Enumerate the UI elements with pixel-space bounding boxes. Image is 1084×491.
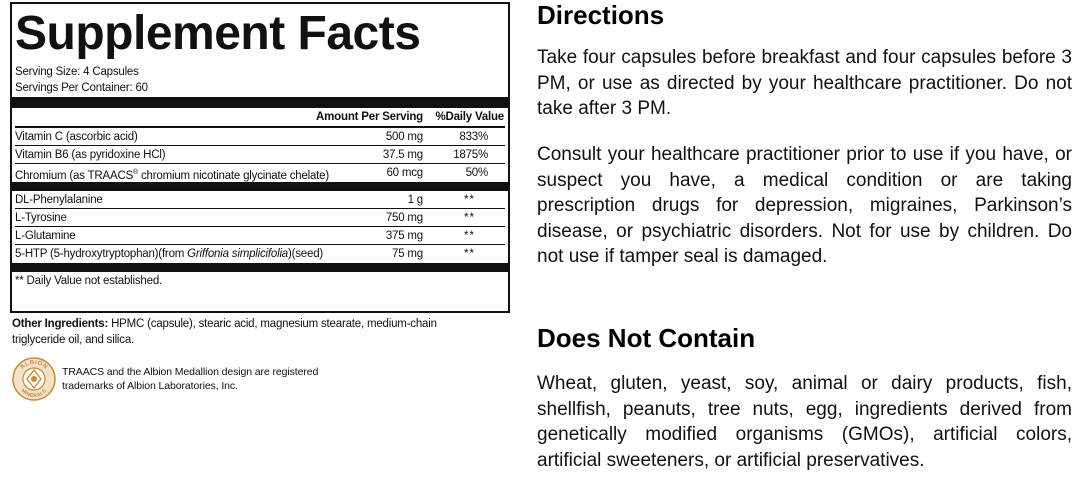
directions-text: Take four capsules before breakfast and …: [537, 47, 1072, 119]
nutrient-name: 5-HTP (5-hydroxytryptophan)(from Griffon…: [15, 248, 324, 260]
col-dv-header: %Daily Value: [435, 111, 504, 123]
nutrient-amount: 37.5 mg: [382, 149, 423, 161]
other-ingredients: Other Ingredients: HPMC (capsule), stear…: [12, 316, 482, 348]
table-row: Vitamin B6 (as pyridoxine HCl) 37.5 mg 1…: [15, 146, 505, 164]
column-header-row: Amount Per Serving %Daily Value: [15, 108, 505, 128]
table-row: L-Glutamine 375 mg **: [15, 227, 505, 245]
nutrient-amount: 500 mg: [385, 131, 423, 143]
nutrient-dv: 833%: [459, 131, 488, 143]
nutrient-dv: **: [464, 230, 475, 242]
nutrient-amount: 750 mg: [385, 212, 423, 224]
nutrient-dv: **: [464, 248, 475, 260]
nutrient-amount: 1 g: [407, 194, 424, 206]
other-ingredients-text: HPMC (capsule), stearic acid, magnesium …: [12, 318, 437, 346]
table-row: 5-HTP (5-hydroxytryptophan)(from Griffon…: [15, 245, 505, 263]
other-ingredients-label: Other Ingredients:: [12, 318, 109, 330]
does-not-contain-heading: Does Not Contain: [537, 323, 756, 353]
divider-medium: [12, 182, 508, 191]
svg-text:ALBION: ALBION: [20, 360, 49, 371]
directions-heading: Directions: [537, 0, 665, 30]
nutrient-name: Vitamin B6 (as pyridoxine HCl): [15, 149, 166, 161]
divider-thick: [12, 97, 508, 108]
nutrient-amount: 75 mg: [392, 248, 423, 260]
serving-size: Serving Size: 4 Capsules: [15, 66, 139, 78]
nutrient-dv: **: [464, 212, 475, 224]
nutrient-name: Vitamin C (ascorbic acid): [15, 131, 138, 143]
servings-per-container: Servings Per Container: 60: [15, 82, 148, 94]
divider-medium: [12, 263, 508, 272]
table-row: DL-Phenylalanine 1 g **: [15, 191, 505, 209]
nutrient-dv: **: [464, 194, 475, 206]
svg-text:MINERALS: MINERALS: [20, 388, 49, 399]
albion-medallion-icon: ALBION MINERALS: [12, 357, 56, 401]
nutrient-amount: 375 mg: [385, 230, 423, 242]
table-row: L-Tyrosine 750 mg **: [15, 209, 505, 227]
col-amount-header: Amount Per Serving: [316, 111, 423, 123]
nutrient-name: L-Tyrosine: [15, 212, 67, 224]
trademark-notice: TRAACS and the Albion Medallion design a…: [62, 366, 319, 392]
nutrient-dv: 50%: [465, 167, 489, 179]
facts-title: Supplement Facts: [15, 7, 421, 60]
nutrient-name: L-Glutamine: [15, 230, 76, 242]
nutrient-name: Chromium (as TRAACS® chromium nicotinate…: [15, 169, 330, 182]
table-row: Vitamin C (ascorbic acid) 500 mg 833%: [15, 128, 505, 146]
daily-value-footnote: ** Daily Value not established.: [15, 275, 163, 287]
nutrient-amount: 60 mcg: [386, 167, 423, 179]
nutrient-name: DL-Phenylalanine: [15, 194, 103, 206]
supplement-facts-panel: Supplement Facts Serving Size: 4 Capsule…: [10, 2, 510, 313]
table-row: Chromium (as TRAACS® chromium nicotinate…: [15, 164, 505, 182]
nutrient-dv: 1875%: [453, 149, 488, 161]
warning-text: Consult your healthcare practitioner pri…: [537, 144, 1072, 267]
does-not-contain-text: Wheat, gluten, yeast, soy, animal or dai…: [537, 373, 1072, 471]
